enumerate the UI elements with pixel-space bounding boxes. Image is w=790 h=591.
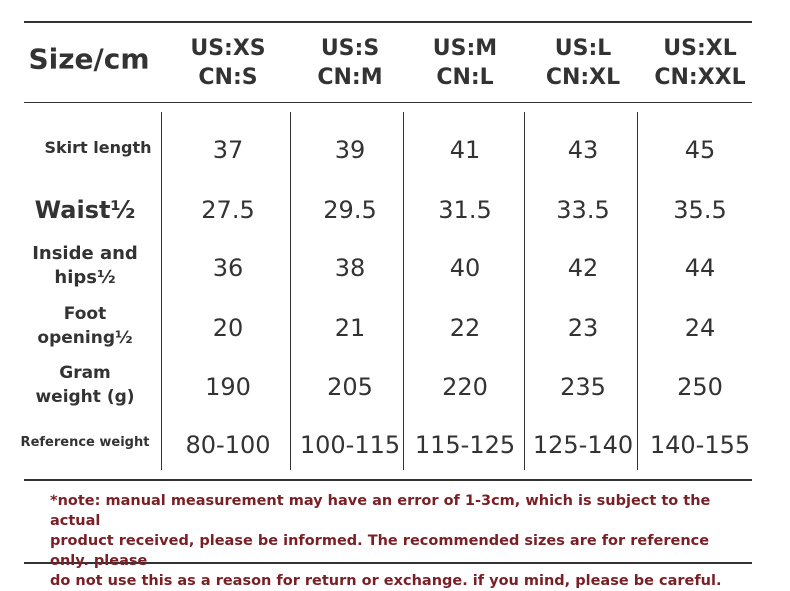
table-cell: 39 [334, 136, 366, 164]
row-label: Inside and hips½ [32, 242, 138, 290]
note-line: do not use this as a reason for return o… [50, 573, 722, 589]
size-header: US:XL CN:XXL [654, 34, 745, 92]
table-cell: 115-125 [414, 431, 516, 459]
row-label: Foot opening½ [37, 302, 132, 350]
size-us-label: US:XS [190, 36, 266, 61]
row-label-line: weight (g) [35, 387, 135, 407]
table-cell: 220 [442, 373, 488, 401]
size-header: US:S CN:M [317, 34, 382, 92]
table-cell: 45 [684, 136, 716, 164]
size-cn-label: CN:L [436, 65, 494, 90]
column-divider [290, 112, 291, 470]
size-us-label: US:XL [663, 36, 737, 61]
column-divider [524, 112, 525, 470]
table-cell: 37 [212, 136, 244, 164]
table-cell: 27.5 [201, 196, 255, 224]
row-label-line: Gram [59, 363, 111, 383]
row-label: Waist½ [35, 198, 136, 222]
row-label-line: hips½ [54, 267, 116, 288]
row-label-line: Foot [63, 304, 107, 324]
table-cell: 41 [449, 136, 481, 164]
column-divider [161, 112, 162, 470]
table-cell: 205 [327, 373, 373, 401]
table-cell: 36 [212, 254, 244, 282]
size-cn-label: CN:M [317, 65, 383, 90]
size-us-label: US:L [554, 36, 612, 61]
row-label-line: Waist½ [34, 196, 136, 224]
size-header: US:L CN:XL [546, 34, 620, 92]
size-cn-label: CN:XL [545, 65, 621, 90]
size-cn-label: CN:XXL [654, 65, 746, 90]
table-cell: 250 [677, 373, 723, 401]
note-line: product received, please be informed. Th… [50, 533, 710, 569]
table-cell: 190 [205, 373, 251, 401]
table-cell: 20 [212, 314, 244, 342]
size-header: US:XS CN:S [190, 34, 265, 92]
table-cell: 23 [567, 314, 599, 342]
size-us-label: US:S [320, 36, 380, 61]
table-cell: 235 [560, 373, 606, 401]
table-cell: 35.5 [673, 196, 727, 224]
table-cell: 29.5 [323, 196, 377, 224]
table-cell: 38 [334, 254, 366, 282]
size-header: US:M CN:L [433, 34, 497, 92]
row-label: Reference weight [21, 431, 150, 455]
corner-label: Size/cm [28, 42, 150, 76]
table-cell: 21 [334, 314, 366, 342]
table-cell: 24 [684, 314, 716, 342]
row-label-line: opening½ [37, 328, 133, 348]
table-cell: 140-155 [649, 431, 751, 459]
column-divider [637, 112, 638, 470]
top-rule [24, 21, 752, 23]
row-label-line: Inside and [32, 243, 138, 264]
table-cell: 22 [449, 314, 481, 342]
table-cell: 31.5 [438, 196, 492, 224]
table-cell: 33.5 [556, 196, 610, 224]
bottom-rule [24, 562, 752, 564]
table-cell: 125-140 [532, 431, 634, 459]
row-label-line: Reference weight [20, 435, 150, 450]
table-bottom-rule [24, 479, 752, 481]
header-rule [24, 102, 752, 103]
table-cell: 80-100 [185, 431, 271, 459]
table-cell: 100-115 [299, 431, 401, 459]
table-cell: 44 [684, 254, 716, 282]
row-label-line: Skirt length [44, 138, 152, 157]
size-us-label: US:M [432, 36, 498, 61]
size-cn-label: CN:S [198, 65, 258, 90]
disclaimer-note: *note: manual measurement may have an er… [50, 491, 750, 591]
table-cell: 42 [567, 254, 599, 282]
row-label: Skirt length [45, 136, 152, 160]
table-cell: 43 [567, 136, 599, 164]
row-label: Gram weight (g) [35, 361, 134, 409]
note-line: *note: manual measurement may have an er… [50, 493, 711, 529]
column-divider [403, 112, 404, 470]
table-cell: 40 [449, 254, 481, 282]
